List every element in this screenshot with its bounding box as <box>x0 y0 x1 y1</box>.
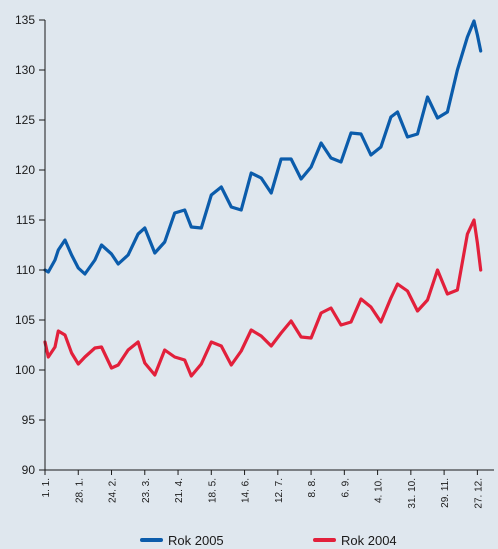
legend: Rok 2005 Rok 2004 <box>140 533 397 548</box>
y-tick-label: 100 <box>15 363 35 377</box>
x-tick-label: 24. 2. <box>108 478 119 503</box>
x-tick-label: 27. 12. <box>473 478 484 509</box>
x-tick-label: 4. 10. <box>374 478 385 503</box>
y-tick-label: 105 <box>15 313 35 327</box>
x-tick-label: 6. 9. <box>340 478 351 497</box>
x-tick-label: 14. 6. <box>241 478 252 503</box>
y-tick-label: 95 <box>22 413 36 427</box>
y-tick-label: 120 <box>15 163 35 177</box>
x-tick-label: 29. 11. <box>440 478 451 508</box>
y-tick-label: 130 <box>15 63 35 77</box>
y-tick-label: 90 <box>22 463 36 477</box>
x-tick-label: 12. 7. <box>274 478 285 503</box>
x-tick-label: 1. 1. <box>41 478 52 497</box>
x-tick-label: 31. 10. <box>407 478 418 509</box>
y-tick-label: 115 <box>16 213 35 227</box>
y-tick-label: 135 <box>15 13 35 27</box>
x-tick-label: 21. 4. <box>174 478 185 503</box>
series-layer <box>43 19 483 378</box>
x-ticks: 1. 1. 28. 1. 24. 2. 23. 3. 21. 4. 18. 5. 14. 6… <box>41 470 484 509</box>
x-tick-label: 28. 1. <box>74 478 85 503</box>
series-line-0 <box>43 19 483 276</box>
y-tick-label: 125 <box>15 113 35 127</box>
series-line-1 <box>43 218 483 378</box>
x-tick-label: 18. 5. <box>207 478 218 503</box>
x-tick-label: 8. 8. <box>307 478 318 497</box>
legend-label-0: Rok 2005 <box>168 533 224 548</box>
axes <box>44 20 494 471</box>
y-ticks: 90 95 100 105 110 115 120 125 130 135 <box>15 13 45 477</box>
x-tick-label: 23. 3. <box>141 478 152 503</box>
y-tick-label: 110 <box>16 263 35 277</box>
legend-label-1: Rok 2004 <box>341 533 397 548</box>
